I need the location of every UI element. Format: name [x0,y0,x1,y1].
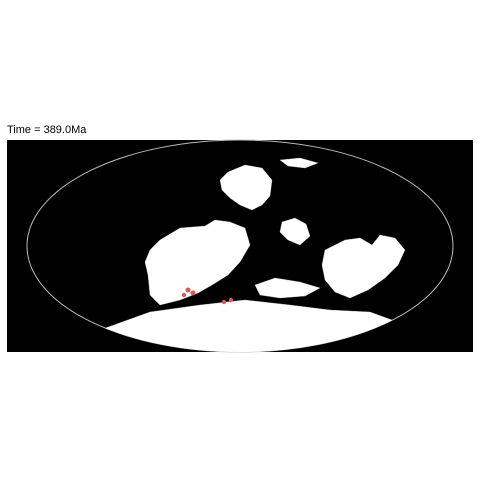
occurrence-point [228,297,234,303]
occurrence-points [181,287,234,305]
landmasses [99,157,406,352]
occurrence-point [185,287,191,293]
occurrence-point [181,292,187,298]
occurrence-point [190,290,196,296]
western-continent [144,219,251,306]
occurrence-point [221,299,227,305]
small-continent [279,217,311,246]
map-title: Time = 389.0Ma [7,124,87,136]
eastern-islands [254,234,406,299]
northern-continent [219,157,319,211]
